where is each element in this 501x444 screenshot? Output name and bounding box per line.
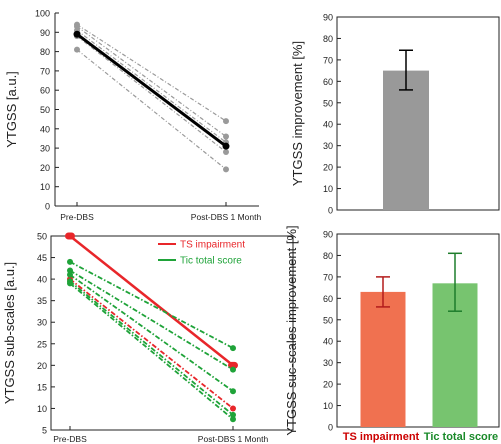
y-tick-label: 40: [323, 120, 333, 130]
y-tick-label: 80: [323, 34, 333, 44]
series-point: [230, 411, 236, 418]
y-tick-label: 20: [323, 380, 333, 390]
y-tick-label: 0: [45, 202, 50, 212]
individual-point: [223, 118, 229, 125]
y-tick-label: 90: [323, 230, 333, 240]
y-tick-label: 10: [40, 182, 50, 192]
y-tick-label: 50: [323, 315, 333, 325]
y-tick-label: 60: [40, 86, 50, 96]
series-point: [230, 416, 236, 423]
individual-point: [74, 46, 80, 53]
series-point: [67, 258, 73, 265]
y-tick-label: 60: [323, 77, 333, 87]
y-axis-label: YTGSS improvement [%]: [290, 41, 305, 186]
legend: TS impairment Tic total score: [158, 240, 245, 267]
y-tick-label: 20: [37, 361, 47, 371]
x-tick-label: Pre-DBS: [60, 212, 94, 222]
x-tick-label: Post-DBS 1 Month: [198, 434, 269, 444]
legend-label: Tic total score: [180, 256, 242, 267]
series-point: [67, 271, 73, 278]
y-tick-label: 70: [323, 55, 333, 65]
y-tick-label: 30: [37, 318, 47, 328]
series-line: [69, 282, 234, 420]
individual-line: [76, 26, 227, 138]
plot-frame: [336, 233, 500, 428]
y-tick-label: 10: [323, 401, 333, 411]
y-tick-label: 50: [40, 105, 50, 115]
x-tick-label: Post-DBS 1 Month: [191, 212, 262, 222]
y-tick-label: 10: [323, 184, 333, 194]
panel-b: 0 10 20 30 40 50 60 70 80 90 YTGSS improvement [%]: [290, 13, 500, 216]
y-tick-label: 25: [37, 339, 47, 349]
series-point: [230, 345, 236, 352]
individual-point: [223, 133, 229, 140]
y-tick-label: 40: [40, 124, 50, 134]
y-tick-label: 20: [40, 163, 50, 173]
y-axis-label: YTGSS sub-scales [a.u.]: [2, 262, 17, 404]
series-line: [69, 269, 234, 371]
category-label: TS impairment: [343, 431, 420, 443]
series-point: [67, 280, 73, 287]
y-tick-label: 0: [328, 423, 333, 433]
individual-line: [76, 49, 227, 170]
y-tick-label: 50: [323, 98, 333, 108]
y-tick-label: 35: [37, 296, 47, 306]
panel-d: 0 10 20 30 40 50 60 70 80 90 YTGSS suc-scales impr…: [284, 225, 500, 443]
y-tick-label: 15: [37, 382, 47, 392]
series-line: [69, 274, 234, 392]
individual-line: [76, 24, 227, 122]
y-tick-label: 60: [323, 294, 333, 304]
y-tick-label: 5: [42, 426, 47, 436]
legend-label: TS impairment: [180, 240, 245, 251]
y-tick-label: 80: [323, 251, 333, 261]
y-tick-label: 90: [323, 13, 333, 23]
y-tick-label: 90: [40, 28, 50, 38]
y-tick-label: 40: [323, 337, 333, 347]
series-line: [69, 235, 234, 367]
y-tick-label: 30: [323, 358, 333, 368]
series-point: [230, 366, 236, 373]
y-tick-label: 40: [37, 275, 47, 285]
x-tick-label: Pre-DBS: [53, 434, 87, 444]
y-tick-label: 80: [40, 47, 50, 57]
y-tick-label: 0: [328, 206, 333, 216]
y-tick-label: 100: [35, 9, 50, 19]
y-tick-label: 70: [323, 272, 333, 282]
mean-point: [73, 30, 81, 38]
panel-a: 0 10 20 30 40 50 60 70 80 90 100 Pre-DBS Post-DBS 1 …: [4, 9, 261, 223]
series-point: [228, 361, 238, 369]
individual-point: [223, 148, 229, 155]
individual-point: [223, 166, 229, 173]
bar: [383, 70, 429, 210]
series-point: [230, 388, 236, 395]
series-line: [69, 278, 234, 410]
y-tick-label: 20: [323, 163, 333, 173]
y-axis-label: YTGSS [a.u.]: [4, 71, 19, 148]
bar: [360, 291, 406, 427]
y-axis-label: YTGSS suc-scales improvement [%]: [284, 225, 299, 435]
panel-c: 5 10 15 20 25 30 35 40 45 50 Pre-DBS Post-DBS 1 Mon…: [2, 232, 294, 444]
y-tick-label: 10: [37, 404, 47, 414]
category-label: Tic total score: [424, 431, 498, 443]
y-tick-label: 45: [37, 253, 47, 263]
plot-frame: [50, 235, 294, 431]
y-tick-label: 70: [40, 66, 50, 76]
series-point: [65, 232, 75, 240]
individual-line: [76, 29, 227, 143]
y-tick-label: 50: [37, 232, 47, 242]
y-tick-label: 30: [323, 141, 333, 151]
series-point: [67, 267, 73, 274]
series-line: [69, 280, 234, 416]
mean-point: [222, 142, 230, 150]
series-point: [230, 405, 236, 412]
mean-line: [76, 33, 227, 148]
series-line: [69, 261, 234, 349]
y-tick-label: 30: [40, 144, 50, 154]
individual-line: [76, 35, 227, 153]
